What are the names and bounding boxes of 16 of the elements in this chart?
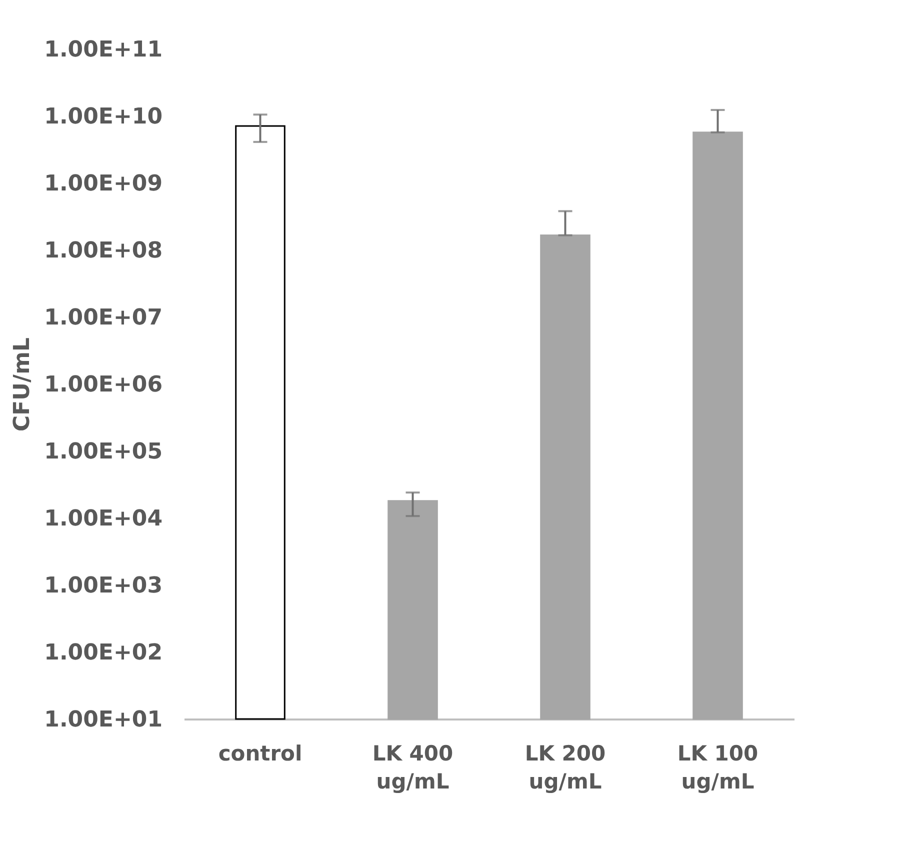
y-tick-label: 1.00E+07	[44, 306, 162, 330]
y-tick-label: 1.00E+11	[44, 38, 162, 62]
y-tick-label: 1.00E+10	[44, 104, 162, 130]
x-tick-label: control	[218, 742, 302, 766]
y-tick-label: 1.00E+03	[44, 574, 162, 598]
y-tick-label: 1.00E+06	[44, 372, 162, 398]
y-tick-label: 1.00E+02	[44, 640, 162, 666]
x-tick-label: LK 400 ug/mL	[372, 742, 454, 794]
x-tick-label: LK 200 ug/mL	[524, 742, 606, 794]
x-tick-label: LK 100 ug/mL	[677, 742, 758, 794]
y-tick-label: 1.00E+08	[44, 238, 162, 264]
y-tick-label: 1.00E+09	[44, 172, 162, 196]
y-axis-title: CFU/mL	[10, 337, 36, 432]
y-tick-label: 1.00E+01	[44, 708, 162, 732]
y-tick-label: 1.00E+04	[44, 506, 162, 532]
y-tick-label: 1.00E+05	[44, 440, 162, 464]
